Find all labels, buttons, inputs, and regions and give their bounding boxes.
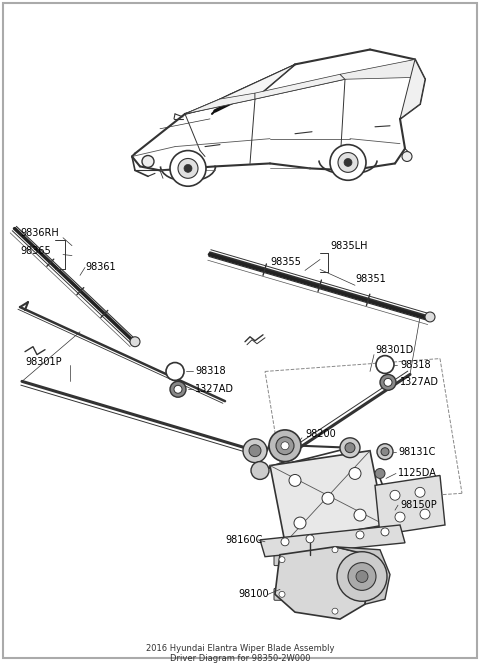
- Circle shape: [390, 490, 400, 500]
- Circle shape: [184, 165, 192, 172]
- Polygon shape: [400, 59, 425, 119]
- Circle shape: [402, 151, 412, 161]
- Circle shape: [340, 438, 360, 458]
- Circle shape: [170, 382, 186, 398]
- Circle shape: [279, 557, 285, 563]
- Circle shape: [332, 608, 338, 614]
- Polygon shape: [185, 93, 255, 114]
- Polygon shape: [270, 451, 385, 543]
- Polygon shape: [275, 547, 370, 619]
- Circle shape: [349, 468, 361, 480]
- Circle shape: [348, 563, 376, 590]
- Polygon shape: [335, 547, 390, 604]
- Circle shape: [269, 430, 301, 462]
- Circle shape: [142, 155, 154, 167]
- Circle shape: [345, 443, 355, 453]
- Text: 98318: 98318: [195, 366, 226, 376]
- Circle shape: [384, 378, 392, 386]
- FancyBboxPatch shape: [327, 605, 343, 617]
- Circle shape: [279, 592, 285, 597]
- Circle shape: [281, 538, 289, 546]
- Text: 98160C: 98160C: [225, 535, 263, 545]
- Polygon shape: [375, 476, 445, 535]
- Circle shape: [130, 337, 140, 347]
- Circle shape: [375, 468, 385, 478]
- Circle shape: [174, 386, 182, 394]
- Circle shape: [289, 474, 301, 486]
- FancyBboxPatch shape: [327, 544, 343, 556]
- Circle shape: [337, 552, 387, 601]
- Circle shape: [377, 444, 393, 460]
- Text: 98301D: 98301D: [375, 345, 413, 355]
- Text: 2016 Hyundai Elantra Wiper Blade Assembly
Driver Diagram for 98350-2W000: 2016 Hyundai Elantra Wiper Blade Assembl…: [146, 644, 334, 663]
- Text: 98150P: 98150P: [400, 500, 437, 510]
- Circle shape: [249, 445, 261, 457]
- Circle shape: [415, 488, 425, 498]
- Polygon shape: [340, 59, 420, 79]
- Text: 98355: 98355: [270, 257, 301, 267]
- Circle shape: [243, 439, 267, 463]
- Circle shape: [281, 442, 289, 450]
- Circle shape: [376, 356, 394, 374]
- Circle shape: [381, 448, 389, 456]
- FancyBboxPatch shape: [274, 554, 290, 566]
- Text: 98301P: 98301P: [25, 357, 61, 367]
- Circle shape: [354, 509, 366, 521]
- Circle shape: [276, 437, 294, 455]
- Circle shape: [294, 517, 306, 529]
- Circle shape: [356, 570, 368, 582]
- Circle shape: [166, 363, 184, 380]
- Circle shape: [344, 159, 352, 166]
- Text: 1125DA: 1125DA: [398, 468, 437, 478]
- Text: 98131C: 98131C: [398, 447, 435, 457]
- Text: 1327AD: 1327AD: [400, 378, 439, 388]
- Circle shape: [251, 462, 269, 480]
- Circle shape: [306, 535, 314, 543]
- Polygon shape: [185, 65, 295, 114]
- Text: 98318: 98318: [400, 360, 431, 370]
- Text: 98100: 98100: [238, 590, 269, 600]
- Text: 9835LH: 9835LH: [330, 241, 368, 251]
- Text: 98361: 98361: [85, 262, 116, 272]
- Text: 1327AD: 1327AD: [195, 384, 234, 394]
- Polygon shape: [255, 74, 345, 99]
- Circle shape: [381, 528, 389, 536]
- Circle shape: [170, 151, 206, 186]
- FancyBboxPatch shape: [274, 588, 290, 600]
- Circle shape: [380, 374, 396, 390]
- Text: 98200: 98200: [305, 429, 336, 439]
- Circle shape: [322, 492, 334, 504]
- Circle shape: [332, 547, 338, 553]
- Text: 9836RH: 9836RH: [20, 227, 59, 237]
- Circle shape: [330, 145, 366, 180]
- Circle shape: [420, 509, 430, 519]
- Text: 98351: 98351: [355, 274, 386, 284]
- Circle shape: [338, 153, 358, 172]
- Circle shape: [395, 512, 405, 522]
- Circle shape: [356, 531, 364, 539]
- Polygon shape: [260, 525, 405, 557]
- Circle shape: [178, 159, 198, 178]
- Text: 98365: 98365: [20, 245, 51, 255]
- Circle shape: [425, 312, 435, 322]
